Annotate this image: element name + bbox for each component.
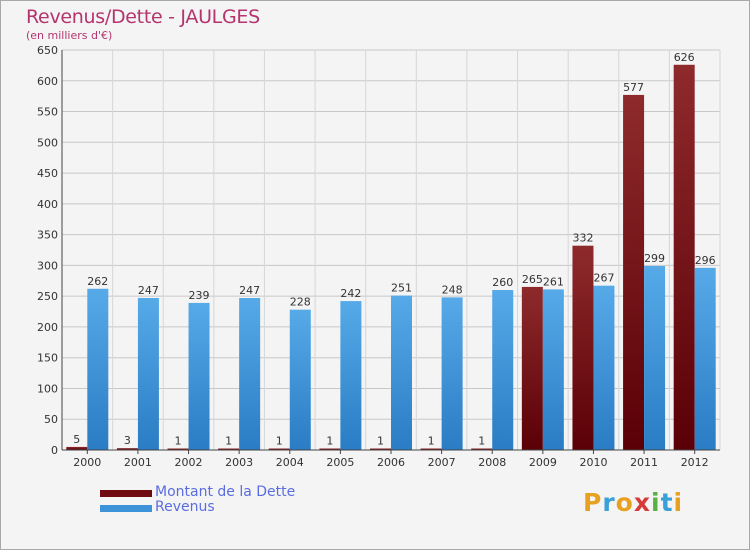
revenue-value-label: 260 <box>492 276 513 289</box>
x-tick-label: 2009 <box>529 456 557 469</box>
y-tick-label: 50 <box>44 413 58 426</box>
debt-bar <box>471 448 493 450</box>
revenue-bar <box>694 267 716 450</box>
debt-value-label: 265 <box>522 273 543 286</box>
x-tick-label: 2003 <box>225 456 253 469</box>
debt-value-label: 1 <box>276 435 283 448</box>
logo-letter: x <box>633 488 651 517</box>
debt-value-label: 577 <box>623 81 644 94</box>
y-tick-label: 600 <box>37 75 58 88</box>
debt-value-label: 1 <box>225 435 232 448</box>
revenue-bar <box>441 297 463 450</box>
y-tick-label: 450 <box>37 167 58 180</box>
debt-value-label: 5 <box>73 433 80 446</box>
debt-value-label: 1 <box>428 435 435 448</box>
debt-bar <box>319 448 341 450</box>
revenue-value-label: 261 <box>543 275 564 288</box>
revenue-bar <box>644 266 666 450</box>
logo-letter: P <box>583 488 603 517</box>
legend-label-debt: Montant de la Dette <box>155 484 296 500</box>
debt-bar <box>268 448 290 450</box>
revenue-value-label: 299 <box>644 252 665 265</box>
revenue-value-label: 228 <box>290 296 311 309</box>
x-tick-label: 2011 <box>630 456 658 469</box>
revenue-bar <box>188 302 210 450</box>
debt-bar <box>420 448 442 450</box>
chart-subtitle: (en milliers d'€) <box>26 29 113 42</box>
y-tick-label: 150 <box>37 352 58 365</box>
revenue-value-label: 247 <box>239 284 260 297</box>
debt-bar <box>66 446 88 450</box>
revenue-bar <box>492 290 514 450</box>
y-tick-label: 500 <box>37 136 58 149</box>
x-tick-label: 2010 <box>579 456 607 469</box>
y-tick-label: 550 <box>37 106 58 119</box>
revenue-value-label: 247 <box>138 284 159 297</box>
debt-bar <box>623 94 645 450</box>
revenue-value-label: 296 <box>695 254 716 267</box>
x-tick-label: 2006 <box>377 456 405 469</box>
revenue-bar <box>239 298 261 450</box>
logo-letter: t <box>660 488 674 517</box>
debt-value-label: 1 <box>377 435 384 448</box>
x-tick-label: 2004 <box>276 456 304 469</box>
debt-bar <box>521 286 543 450</box>
revenue-bar <box>593 285 615 450</box>
revenue-bar <box>340 301 362 450</box>
debt-value-label: 1 <box>478 435 485 448</box>
legend-swatch-revenue <box>100 505 152 512</box>
x-tick-label: 2012 <box>681 456 709 469</box>
logo-letter: o <box>615 488 634 517</box>
proxiti-logo: Proxiti <box>583 488 683 517</box>
y-tick-label: 250 <box>37 290 58 303</box>
x-tick-label: 2000 <box>73 456 101 469</box>
debt-value-label: 332 <box>572 232 593 245</box>
revenue-bar <box>289 309 311 450</box>
legend-label-revenue: Revenus <box>155 499 215 515</box>
debt-bar <box>370 448 391 450</box>
y-tick-label: 200 <box>37 321 58 334</box>
revenue-bar <box>542 289 564 450</box>
logo-letter: r <box>602 488 616 517</box>
revenue-bar <box>391 295 412 450</box>
revenue-value-label: 248 <box>442 283 463 296</box>
chart-title: Revenus/Dette - JAULGES <box>26 6 260 28</box>
debt-bar <box>167 448 189 450</box>
logo-letter: i <box>673 488 684 517</box>
revenue-value-label: 242 <box>340 287 361 300</box>
x-tick-label: 2002 <box>175 456 203 469</box>
revenue-value-label: 267 <box>593 272 614 285</box>
revenue-bar <box>137 298 159 450</box>
debt-value-label: 626 <box>674 51 695 64</box>
debt-bar <box>218 448 240 450</box>
logo-letter: i <box>651 488 661 517</box>
x-tick-label: 2005 <box>326 456 354 469</box>
debt-bar <box>673 64 695 451</box>
y-tick-label: 350 <box>37 229 58 242</box>
debt-bar <box>572 245 594 450</box>
y-tick-label: 400 <box>37 198 58 211</box>
y-tick-label: 650 <box>37 44 58 57</box>
revenue-value-label: 262 <box>87 275 108 288</box>
debt-value-label: 1 <box>175 435 182 448</box>
x-tick-label: 2001 <box>124 456 152 469</box>
x-tick-label: 2007 <box>428 456 456 469</box>
revenue-value-label: 239 <box>189 289 210 302</box>
debt-value-label: 3 <box>124 434 131 447</box>
y-tick-label: 100 <box>37 382 58 395</box>
y-tick-label: 0 <box>51 444 58 457</box>
x-tick-label: 2008 <box>478 456 506 469</box>
debt-value-label: 1 <box>326 435 333 448</box>
legend-swatch-debt <box>100 490 152 497</box>
revenue-value-label: 251 <box>391 282 412 295</box>
revenue-bar <box>87 288 109 450</box>
debt-bar <box>116 448 138 450</box>
y-tick-label: 300 <box>37 259 58 272</box>
